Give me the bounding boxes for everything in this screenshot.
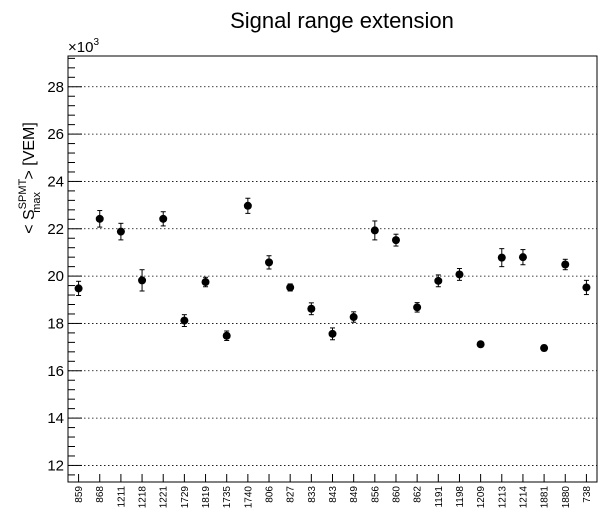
data-point (370, 226, 379, 235)
x-tick-label: 1221 (159, 486, 170, 509)
data-point (413, 303, 422, 312)
x-tick-label: 1214 (518, 486, 529, 509)
x-tick-label: 849 (349, 486, 360, 503)
y-multiplier-exp: 3 (93, 37, 99, 48)
data-point (561, 260, 570, 269)
data-point (138, 276, 147, 285)
y-axis-label: < SSPMT max > [VEM] (17, 122, 43, 234)
x-tick-label: 738 (582, 486, 593, 503)
x-tick-label: 1211 (116, 486, 127, 508)
data-point (265, 258, 274, 267)
x-tick-label: 827 (286, 486, 297, 503)
y-axis-label-sub: max (31, 191, 43, 212)
x-tick-label: 860 (391, 486, 402, 503)
data-point (201, 278, 210, 287)
data-point (540, 344, 549, 353)
x-tick-label: 856 (370, 486, 381, 503)
x-tick-label: 1881 (540, 486, 551, 509)
x-tick-label: 1740 (243, 486, 254, 509)
x-tick-label: 1729 (180, 486, 191, 509)
data-point (328, 329, 337, 338)
grid-layer (68, 86, 597, 466)
data-point (95, 214, 104, 223)
y-tick-label: 12 (47, 457, 64, 474)
axis-layer (68, 57, 587, 482)
chart-title: Signal range extension (230, 8, 454, 33)
y-tick-label: 20 (47, 268, 64, 285)
y-tick-label: 22 (47, 221, 64, 238)
plot-frame (67, 55, 598, 483)
data-point (349, 313, 358, 322)
x-tick-label: 868 (95, 486, 106, 503)
y-tick-label: 28 (47, 79, 64, 96)
data-point (582, 283, 591, 292)
x-tick-label: 1198 (455, 486, 466, 508)
data-point (74, 284, 83, 293)
data-point (518, 253, 527, 262)
x-tick-label: 1218 (138, 486, 149, 509)
x-tick-label: 843 (328, 486, 339, 503)
x-tick-label: 1735 (222, 486, 233, 509)
marks-layer (74, 197, 591, 353)
data-point (497, 253, 506, 262)
y-tick-label: 18 (47, 315, 64, 332)
y-tick-label: 26 (47, 126, 64, 143)
x-tick-label: 859 (74, 486, 85, 503)
y-multiplier-base: ×10 (68, 39, 93, 56)
y-tick-label: 14 (47, 410, 64, 427)
data-point (243, 201, 252, 210)
data-point (116, 227, 125, 236)
data-point (286, 283, 295, 292)
data-point (222, 331, 231, 340)
data-point (455, 270, 464, 279)
y-axis-label-sup: SPMT (17, 178, 29, 209)
y-axis-label-prefix: < S (21, 209, 38, 233)
data-point (180, 316, 189, 325)
data-point (159, 214, 168, 223)
x-tick-label: 1213 (497, 486, 508, 509)
y-tick-label: 16 (47, 363, 64, 380)
data-point (391, 236, 400, 245)
x-tick-label: 862 (413, 486, 424, 503)
y-axis-label-suffix: > [VEM] (21, 122, 38, 184)
data-point (307, 304, 316, 313)
x-tick-label: 1209 (476, 486, 487, 509)
data-point (476, 340, 485, 349)
y-tick-label: 24 (47, 173, 64, 190)
x-tick-label: 833 (307, 486, 318, 503)
x-tick-label: 1819 (201, 486, 212, 509)
x-tick-label: 1880 (561, 486, 572, 509)
data-point (434, 276, 443, 285)
x-tick-label: 806 (265, 486, 276, 503)
x-tick-label: 1191 (434, 486, 445, 508)
y-multiplier: ×103 (68, 37, 99, 56)
